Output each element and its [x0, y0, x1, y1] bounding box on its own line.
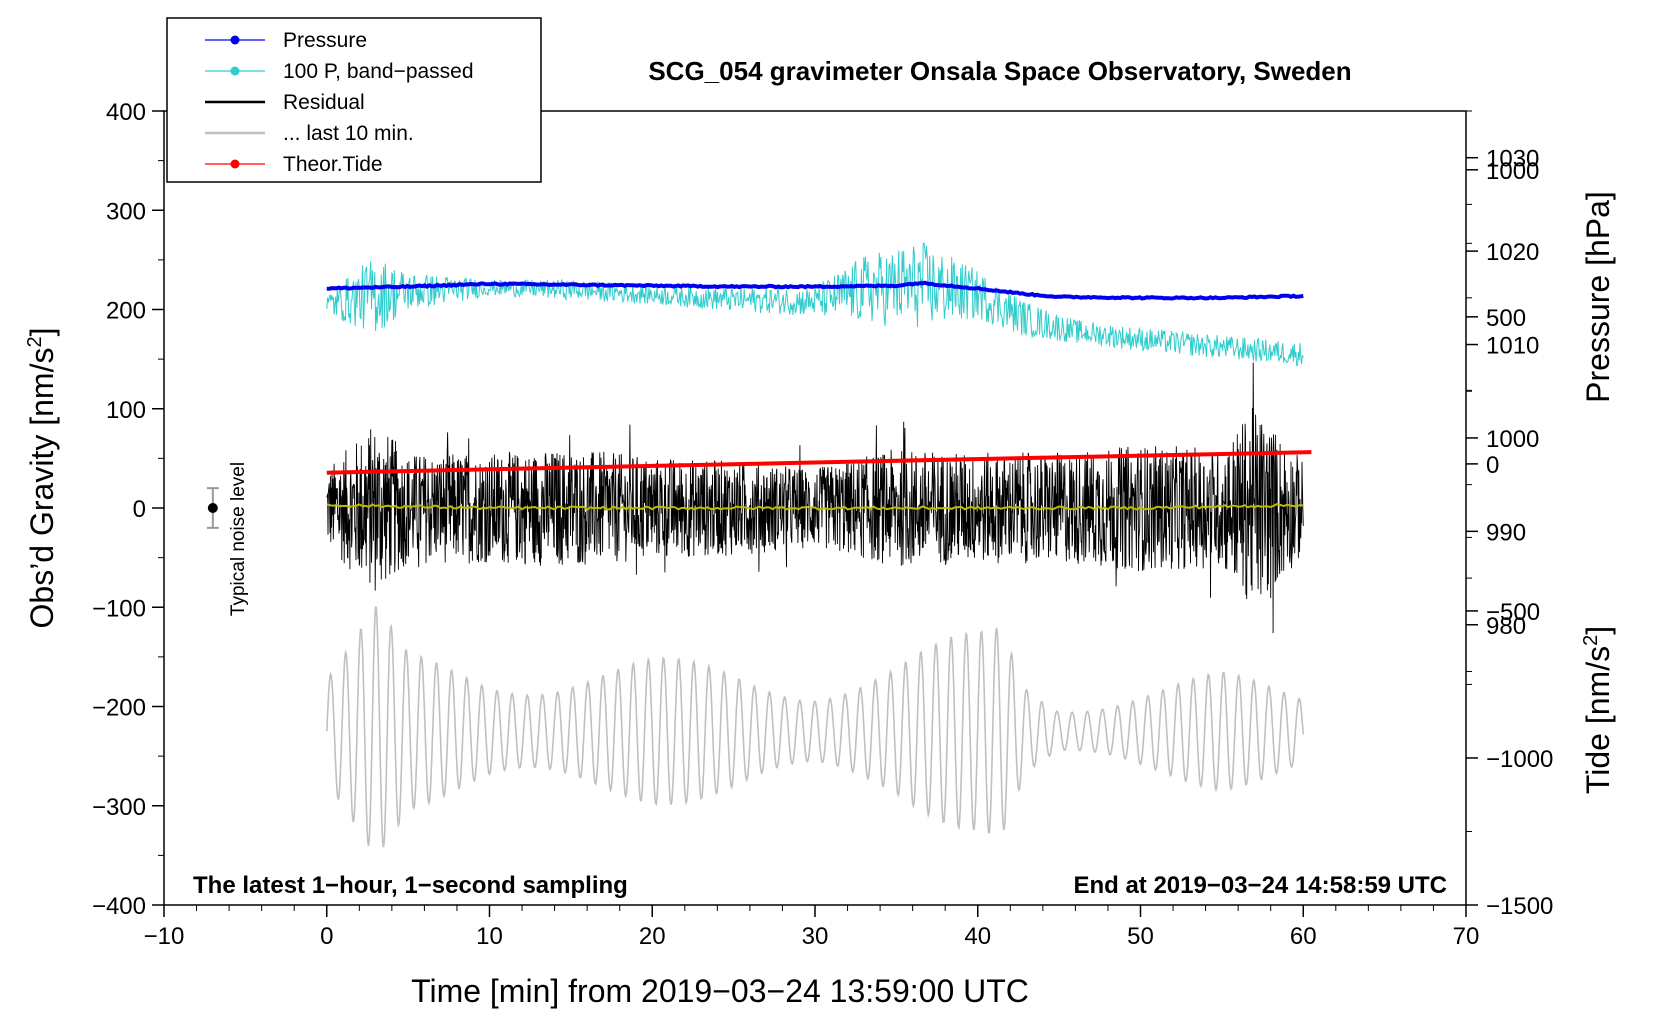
noise-level-dot	[207, 503, 218, 513]
noise-level-indicator: Typical noise level	[206, 462, 249, 616]
y-tick-label: 200	[106, 298, 146, 325]
tide-axis-title: Tide [nm/s2]	[1580, 626, 1616, 794]
sampling-note: The latest 1−hour, 1−second sampling	[193, 872, 628, 899]
legend-label: Residual	[283, 91, 365, 114]
y-tick-label: 300	[106, 198, 146, 225]
tide-axis-title-sup: 2	[1580, 635, 1602, 646]
pressure-tick-label: 1010	[1486, 333, 1539, 360]
x-tick-label: 30	[802, 923, 829, 950]
pressure-tick-label: 980	[1486, 613, 1526, 640]
x-tick-label: −10	[144, 923, 185, 950]
smoothed-residual-line	[326, 502, 1304, 511]
tide-tick-label: 500	[1486, 305, 1526, 332]
y-tick-label: −100	[92, 595, 146, 622]
x-tick-label: 50	[1127, 923, 1154, 950]
tide-tick-label: 0	[1486, 452, 1499, 479]
legend-item: Pressure	[205, 29, 367, 52]
tide-tick-label: −1000	[1486, 746, 1553, 773]
x-tick-label: 20	[639, 923, 666, 950]
y-tick-label: −200	[92, 695, 146, 722]
tide-axis-title-end: ]	[1580, 626, 1616, 635]
y-tick-label: −300	[92, 794, 146, 821]
legend-item: ... last 10 min.	[205, 122, 414, 145]
pressure-tick-label: 1000	[1486, 426, 1539, 453]
theor-tide-line	[326, 450, 1312, 475]
legend: Pressure 100 P, band−passed Residual ... la…	[166, 17, 542, 183]
tide-axis-title-main: Tide [nm/s	[1580, 646, 1616, 794]
plot-series	[326, 242, 1312, 848]
last-10-min-line	[326, 606, 1305, 848]
legend-swatch-marker	[230, 35, 240, 45]
y-tick-label: −400	[92, 893, 146, 920]
legend-item: Theor.Tide	[205, 153, 383, 176]
pressure-line	[326, 280, 1304, 301]
end-time-note: End at 2019−03−24 14:58:59 UTC	[1073, 872, 1447, 899]
legend-swatch-marker	[230, 159, 240, 169]
x-tick-label: 0	[320, 923, 333, 950]
x-tick-label: 60	[1290, 923, 1317, 950]
pressure-axis-title: Pressure [hPa]	[1580, 191, 1616, 403]
pressure-tick-label: 1030	[1486, 146, 1539, 173]
tide-tick-label: −1500	[1486, 893, 1553, 920]
pressure-tick-label: 990	[1486, 519, 1526, 546]
y-axis-title-main: Obs’d Gravity [nm/s	[24, 348, 60, 629]
x-tick-label: 70	[1453, 923, 1480, 950]
x-tick-label: 10	[476, 923, 503, 950]
legend-box	[166, 17, 542, 183]
legend-label: 100 P, band−passed	[283, 60, 474, 83]
legend-swatch-marker	[230, 66, 240, 76]
tide-tick-label: −500	[1486, 599, 1540, 626]
legend-item: Residual	[205, 91, 365, 114]
y-tick-label: 400	[106, 99, 146, 126]
axis-ticks: −10 0 10 20 30 40 50 60 704003002001000−100−200−…	[92, 99, 1553, 950]
y-tick-label: 100	[106, 397, 146, 424]
chart-title: SCG_054 gravimeter Onsala Space Observat…	[648, 56, 1351, 86]
y-tick-label: 0	[133, 496, 146, 523]
tide-tick-label: 1000	[1486, 158, 1539, 185]
y-axis-title-sup: 2	[24, 336, 46, 347]
legend-label: Pressure	[283, 29, 367, 52]
legend-label: Theor.Tide	[283, 153, 383, 176]
legend-label: ... last 10 min.	[283, 122, 414, 145]
band-passed-pressure-line	[326, 242, 1304, 367]
y-axis-title-end: ]	[24, 328, 60, 337]
pressure-tick-label: 1020	[1486, 239, 1539, 266]
legend-item: 100 P, band−passed	[205, 60, 474, 83]
x-axis-title: Time [min] from 2019−03−24 13:59:00 UTC	[411, 973, 1029, 1009]
residual-line	[326, 362, 1304, 634]
x-tick-label: 40	[964, 923, 991, 950]
y-axis-title: Obs’d Gravity [nm/s2]	[24, 328, 60, 629]
noise-level-label: Typical noise level	[228, 462, 249, 616]
